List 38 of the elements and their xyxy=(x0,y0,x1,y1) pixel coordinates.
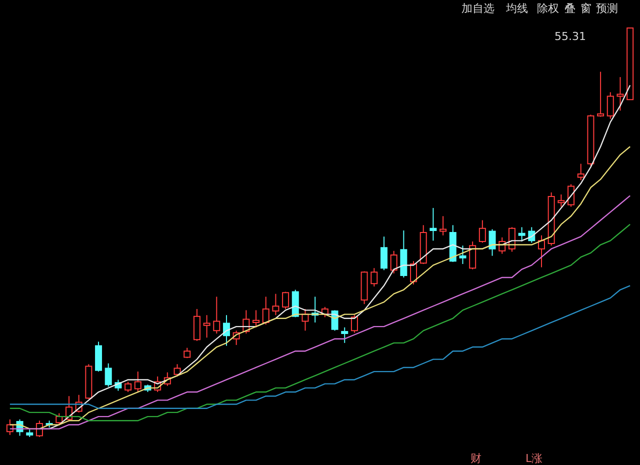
annotation: 55.31 xyxy=(554,30,586,43)
candlestick xyxy=(390,250,398,274)
candlestick xyxy=(597,71,604,118)
candlestick xyxy=(213,296,220,334)
candlestick xyxy=(440,216,447,236)
candlestick xyxy=(341,326,348,344)
candlestick xyxy=(272,293,280,316)
text: 叠 xyxy=(564,2,576,15)
text: 加自选 xyxy=(462,2,494,15)
candlestick xyxy=(252,310,260,328)
candlestick xyxy=(488,228,496,256)
candlestick xyxy=(518,226,526,242)
candlestick xyxy=(606,92,614,120)
candlestick xyxy=(350,314,358,334)
text: L涨 xyxy=(525,452,543,465)
candlestick xyxy=(380,236,388,271)
candlestick xyxy=(370,268,378,287)
candlestick xyxy=(104,362,112,388)
candlestick xyxy=(469,241,476,270)
candlestick xyxy=(184,347,191,359)
candlestick xyxy=(124,381,132,393)
candlestick xyxy=(616,76,624,112)
candlestick xyxy=(203,314,210,338)
candlestick xyxy=(538,234,545,268)
candlestick xyxy=(262,296,270,326)
text: 除权 xyxy=(537,2,559,15)
text: 窗 xyxy=(580,2,592,15)
candlestick xyxy=(430,207,437,242)
text: 预测 xyxy=(596,2,618,15)
candlestick xyxy=(459,245,466,264)
text: 财 xyxy=(470,452,482,465)
text: 均线 xyxy=(505,2,528,15)
candlestick xyxy=(558,194,565,208)
candlestick xyxy=(193,308,200,342)
candlestick xyxy=(478,220,486,244)
candlestick xyxy=(282,291,290,310)
candlestick xyxy=(134,371,142,393)
candlestick xyxy=(577,163,584,181)
